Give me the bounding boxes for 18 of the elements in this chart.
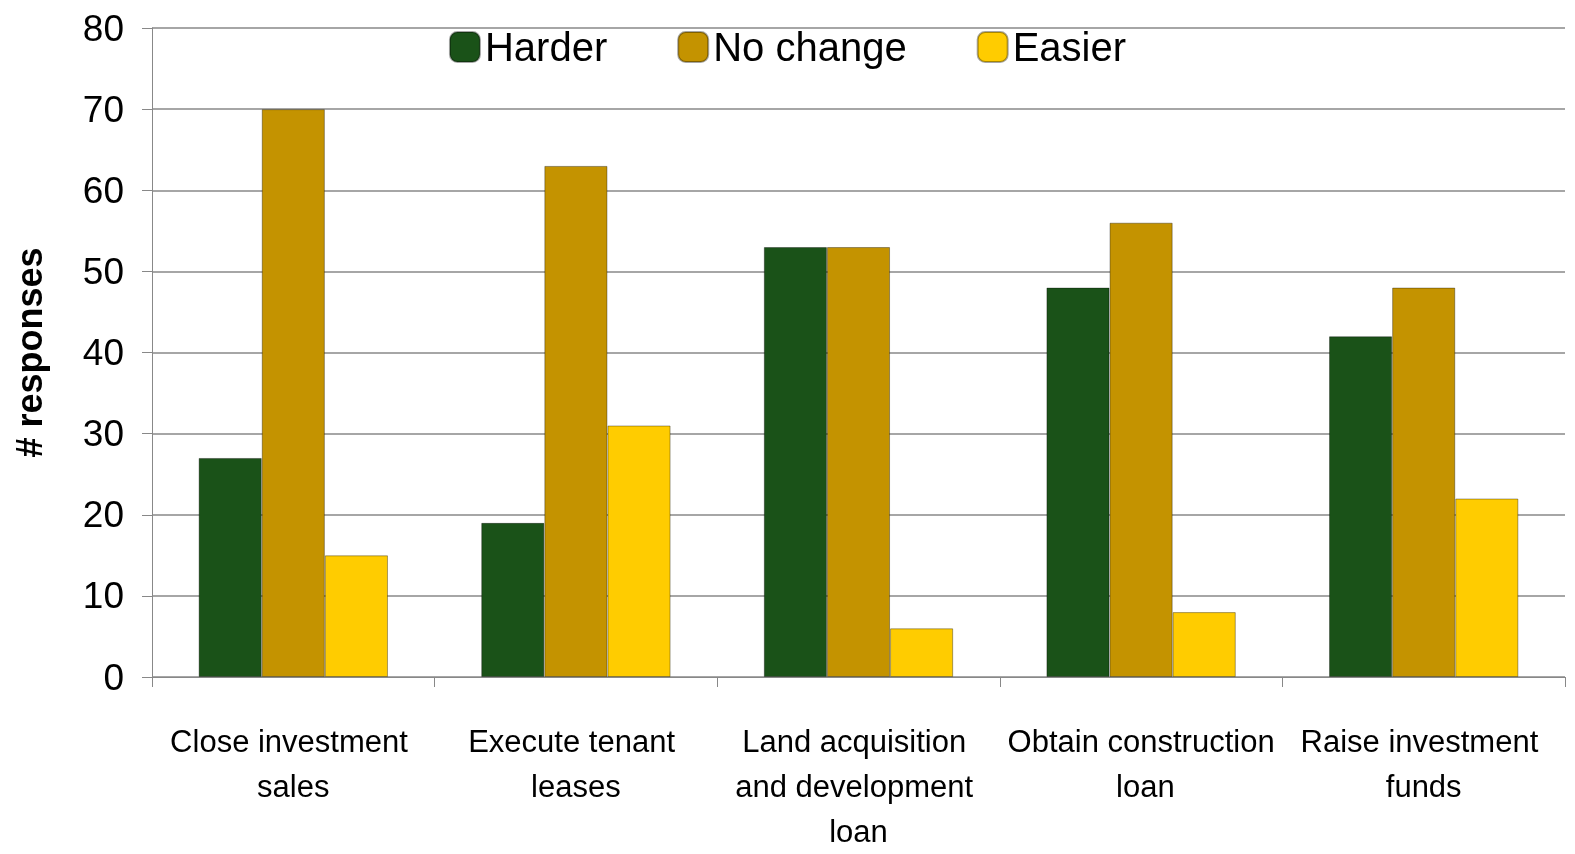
y-tick-label: 0 xyxy=(103,656,124,698)
x-tick-label: Execute tenant leases xyxy=(468,724,684,804)
y-tick-label: 80 xyxy=(82,7,124,49)
legend-label: Harder xyxy=(484,25,608,69)
legend-label: Easier xyxy=(1012,25,1127,69)
y-tick-label: 70 xyxy=(82,88,124,130)
y-tick-label: 10 xyxy=(82,575,124,617)
y-tick-label: 30 xyxy=(82,413,124,455)
y-tick-label: 60 xyxy=(82,169,124,211)
y-tick-label: 50 xyxy=(82,250,124,292)
y-tick-label: 40 xyxy=(82,332,124,373)
x-tick-label: Raise investment funds xyxy=(1300,724,1547,804)
x-tick-label: Land acquisition and development loan xyxy=(735,724,982,849)
x-tick-label: Obtain construction loan xyxy=(1007,724,1275,804)
legend-label: No change xyxy=(713,25,907,69)
y-axis-title: # responses xyxy=(8,247,50,458)
x-tick-label: Close investment sales xyxy=(170,724,417,804)
y-tick-label: 20 xyxy=(82,494,124,536)
